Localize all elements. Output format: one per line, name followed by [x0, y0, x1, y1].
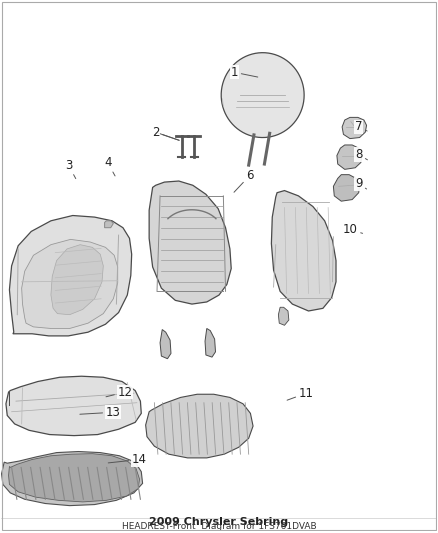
- Polygon shape: [342, 117, 367, 139]
- Text: 3: 3: [65, 159, 76, 179]
- Text: 13: 13: [80, 406, 121, 419]
- Text: 1: 1: [230, 66, 258, 79]
- Text: 2009 Chrysler Sebring: 2009 Chrysler Sebring: [149, 516, 289, 527]
- Polygon shape: [272, 191, 336, 311]
- Polygon shape: [2, 451, 143, 506]
- Polygon shape: [146, 394, 253, 458]
- Polygon shape: [160, 329, 171, 359]
- Text: HEADREST-Front  Diagram for 1FS761DVAB: HEADREST-Front Diagram for 1FS761DVAB: [122, 522, 316, 531]
- Text: 7: 7: [355, 120, 367, 133]
- Text: 9: 9: [355, 177, 367, 190]
- Text: 11: 11: [287, 386, 314, 400]
- Polygon shape: [6, 376, 141, 435]
- Text: 2: 2: [152, 126, 179, 140]
- Polygon shape: [279, 307, 289, 325]
- Polygon shape: [21, 239, 118, 328]
- Text: 8: 8: [355, 148, 367, 161]
- Polygon shape: [149, 181, 231, 304]
- Text: 14: 14: [108, 453, 147, 466]
- Text: 6: 6: [234, 169, 253, 192]
- Polygon shape: [337, 145, 362, 169]
- Polygon shape: [9, 454, 140, 502]
- Text: 4: 4: [104, 156, 115, 176]
- Polygon shape: [10, 215, 132, 336]
- Polygon shape: [105, 221, 113, 228]
- Polygon shape: [205, 328, 215, 357]
- Text: 10: 10: [343, 223, 363, 236]
- Polygon shape: [51, 245, 103, 314]
- Polygon shape: [333, 175, 360, 201]
- Text: 12: 12: [106, 386, 133, 399]
- Polygon shape: [221, 53, 304, 138]
